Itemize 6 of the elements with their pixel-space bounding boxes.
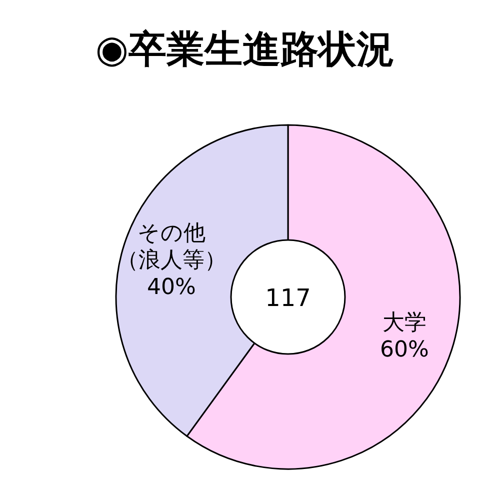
chart-title: ◉卒業生進路状況 <box>95 27 395 71</box>
text: 117 <box>265 284 311 312</box>
data-label: 60% <box>380 337 429 362</box>
data-label: 40% <box>147 275 196 300</box>
slice-label: 大学 <box>382 310 427 336</box>
slice-label: その他（浪人等） <box>116 221 226 274</box>
